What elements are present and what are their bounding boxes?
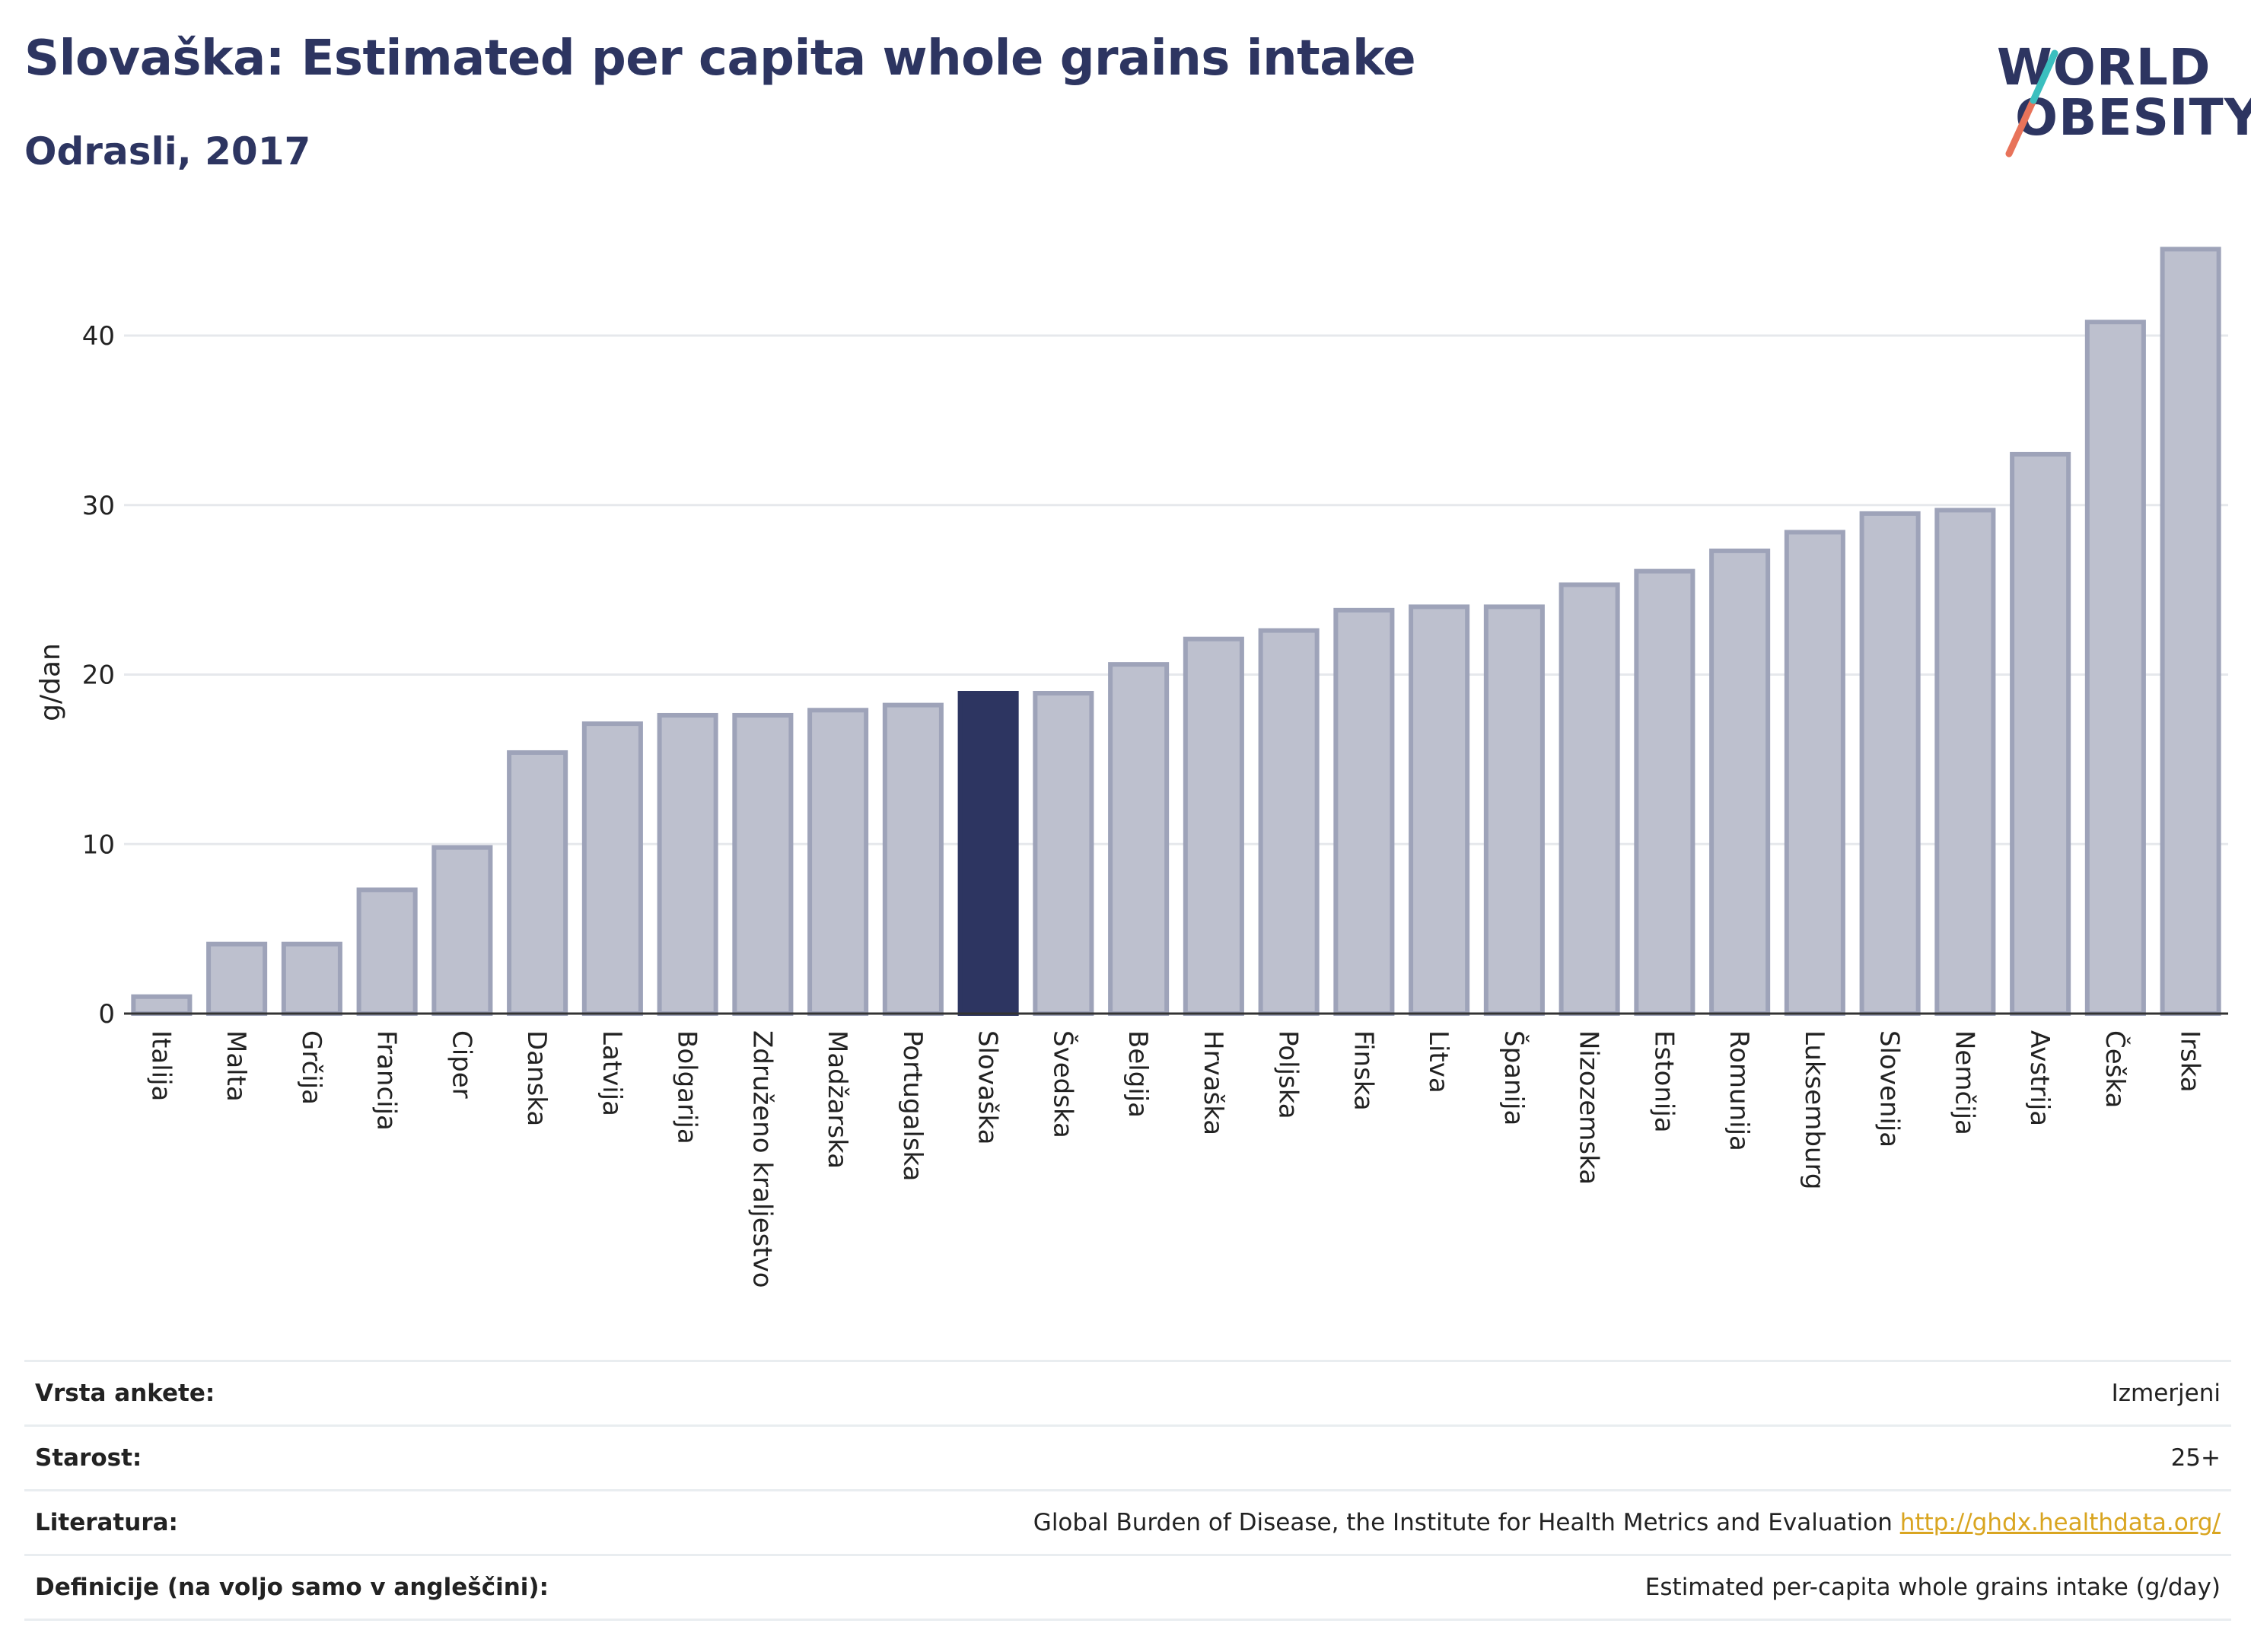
world-obesity-logo[interactable]: WORLD OBESITY (1979, 30, 2251, 160)
meta-label: Vrsta ankete: (35, 1380, 215, 1407)
bar-Združeno kraljestvo[interactable] (732, 712, 794, 1017)
source-link[interactable]: http://ghdx.healthdata.org/ (1899, 1509, 2221, 1536)
logo-line-1: WORLD (1997, 38, 2211, 97)
y-tick-label: 30 (82, 491, 115, 521)
bar-Nizozemska[interactable] (1559, 582, 1620, 1016)
y-tick-label: 20 (82, 660, 115, 691)
bar-Latvija[interactable] (581, 721, 643, 1016)
meta-label: Definicije (na voljo samo v angleščini): (35, 1574, 549, 1601)
bar-Slovenija[interactable] (1859, 511, 1921, 1016)
bar-Madžarska[interactable] (807, 708, 869, 1017)
x-tick-label: Madžarska (822, 1030, 852, 1169)
x-tick-label: Hrvaška (1198, 1030, 1228, 1135)
y-tick-label: 0 (98, 999, 115, 1030)
bar-Švedska[interactable] (1033, 691, 1094, 1016)
x-tick-label: Slovaška (973, 1030, 1003, 1144)
x-tick-label: Združeno kraljestvo (747, 1030, 777, 1288)
x-tick-label: Švedska (1047, 1030, 1078, 1138)
bar-Portugalska[interactable] (882, 702, 944, 1016)
meta-row-source: Literatura: Global Burden of Disease, th… (24, 1489, 2231, 1554)
x-tick-label: Belgija (1122, 1030, 1153, 1118)
x-tick-label: Latvija (597, 1030, 627, 1116)
meta-label: Literatura: (35, 1509, 178, 1536)
meta-label: Starost: (35, 1444, 142, 1472)
x-tick-label: Španija (1498, 1030, 1530, 1125)
meta-row-age: Starost: 25+ (24, 1424, 2231, 1489)
bar-Bolgarija[interactable] (657, 712, 718, 1017)
x-tick-label: Finska (1348, 1030, 1378, 1111)
meta-row-definition: Definicije (na voljo samo v angleščini):… (24, 1554, 2231, 1621)
chart-title: Slovaška: Estimated per capita whole gra… (24, 30, 1416, 87)
x-tick-label: Estonija (1648, 1030, 1679, 1133)
x-tick-label: Slovenija (1874, 1030, 1905, 1147)
x-tick-label: Danska (521, 1030, 552, 1126)
bar-Estonija[interactable] (1634, 568, 1695, 1016)
chart-subtitle: Odrasli, 2017 (24, 129, 311, 173)
x-tick-label: Avstrija (2024, 1030, 2055, 1126)
x-tick-label: Litva (1423, 1030, 1453, 1093)
x-tick-label: Irska (2175, 1030, 2205, 1093)
x-tick-label: Portugalska (897, 1030, 928, 1181)
logo-slash-icon (2005, 49, 2058, 158)
y-tick-label: 10 (82, 829, 115, 860)
bar-Grčija[interactable] (281, 941, 342, 1016)
bar-Poljska[interactable] (1258, 628, 1320, 1017)
logo-line-2: OBESITY (2015, 88, 2251, 147)
metadata-table: Vrsta ankete: Izmerjeni Starost: 25+ Lit… (24, 1360, 2231, 1621)
x-tick-label: Francija (371, 1030, 402, 1131)
x-tick-label: Češka (2100, 1030, 2131, 1108)
x-tick-label: Romunija (1724, 1030, 1754, 1151)
bar-chart: 0 10 20 30 40 g/dan Italija Malta Grčija Francija… (35, 247, 2228, 1288)
x-tick-label: Luksemburg (1799, 1030, 1829, 1189)
bar-Francija[interactable] (356, 887, 418, 1017)
bar-Češka[interactable] (2084, 320, 2146, 1016)
x-tick-label: Italija (145, 1030, 176, 1101)
meta-value: Izmerjeni (2111, 1380, 2221, 1407)
bar-Italija[interactable] (131, 994, 193, 1016)
meta-value: Global Burden of Disease, the Institute … (1033, 1509, 2231, 1536)
x-tick-label: Malta (221, 1030, 251, 1102)
x-tick-label: Nemčija (1949, 1030, 1979, 1135)
bar-Ciper[interactable] (431, 845, 493, 1017)
bar-Irska[interactable] (2160, 247, 2221, 1016)
x-tick-label: Bolgarija (672, 1030, 702, 1144)
x-tick-label: Grčija (296, 1030, 326, 1105)
x-tick-label: Nizozemska (1574, 1030, 1604, 1185)
y-tick-label: 40 (82, 321, 115, 352)
bar-Avstrija[interactable] (2010, 451, 2071, 1016)
bar-Belgija[interactable] (1108, 662, 1170, 1016)
bar-Slovaška[interactable] (957, 691, 1019, 1016)
bar-Luksemburg[interactable] (1784, 530, 1845, 1016)
source-text: Global Burden of Disease, the Institute … (1033, 1509, 1893, 1536)
bar-Hrvaška[interactable] (1183, 636, 1244, 1016)
bar-Španija[interactable] (1483, 604, 1545, 1016)
bar-Finska[interactable] (1333, 607, 1395, 1016)
bar-Nemčija[interactable] (1934, 508, 1996, 1016)
y-axis-label: g/dan (35, 643, 66, 721)
meta-value: 25+ (2170, 1444, 2221, 1472)
bar-Litva[interactable] (1409, 604, 1470, 1016)
meta-row-survey-type: Vrsta ankete: Izmerjeni (24, 1360, 2231, 1424)
bar-Danska[interactable] (507, 750, 568, 1017)
x-tick-label: Poljska (1273, 1030, 1304, 1119)
x-tick-label: Ciper (446, 1030, 476, 1099)
bar-Malta[interactable] (206, 941, 268, 1016)
meta-value: Estimated per-capita whole grains intake… (1644, 1574, 2221, 1601)
bar-Romunija[interactable] (1709, 548, 1771, 1016)
